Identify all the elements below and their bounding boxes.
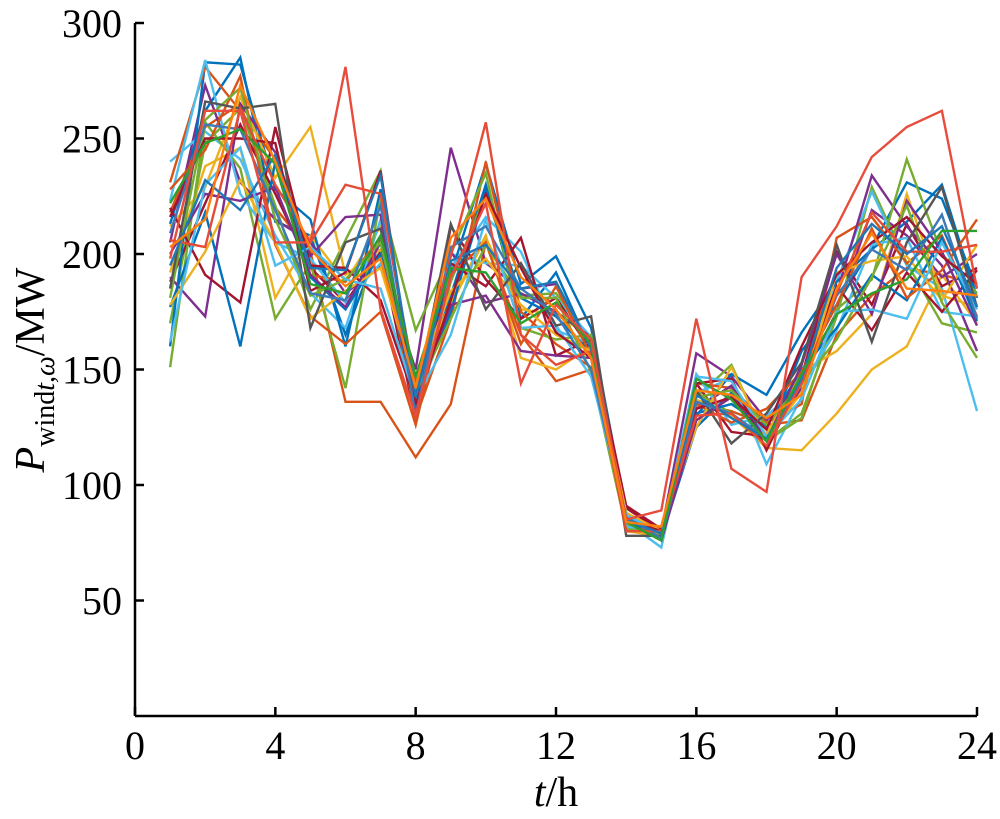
y-tick-label: 250 <box>62 117 122 162</box>
x-axis-sep: / <box>546 770 558 816</box>
series-layer <box>168 54 979 550</box>
series-line-27 <box>168 66 979 522</box>
x-tick-label: 16 <box>676 723 716 768</box>
x-tick-label: 20 <box>817 723 857 768</box>
x-axis-title: t/h <box>534 770 578 816</box>
y-axis-sep: / <box>8 344 54 356</box>
y-axis-title: Pwindt,ω/MW <box>8 267 61 473</box>
y-axis-sub-roman: wind <box>30 391 61 447</box>
series-line-18 <box>169 185 979 543</box>
y-axis-sub-italic: t,ω <box>30 356 61 391</box>
x-axis-var: t <box>534 770 547 816</box>
y-tick-label: 150 <box>62 348 122 393</box>
x-tick-label: 24 <box>957 723 997 768</box>
series-line-23 <box>168 123 979 540</box>
x-tick-label: 0 <box>125 723 145 768</box>
y-tick-label: 200 <box>62 232 122 277</box>
x-tick-label: 8 <box>406 723 426 768</box>
y-tick-label: 100 <box>62 463 122 508</box>
series-line-4 <box>168 81 978 533</box>
x-tick-label: 4 <box>265 723 285 768</box>
y-tick-label: 50 <box>82 579 122 624</box>
tick-layer: 0 4 8 12 16 20 24 50 100 150 200 250 300 <box>62 1 997 768</box>
y-axis-var: P <box>8 447 54 474</box>
series-line-12 <box>168 119 978 535</box>
x-axis-unit: h <box>557 770 578 816</box>
series-line-28 <box>169 81 978 528</box>
series-line-25 <box>168 151 979 536</box>
y-axis-unit: MW <box>8 267 54 344</box>
y-tick-label: 300 <box>62 1 122 46</box>
x-tick-label: 12 <box>536 723 576 768</box>
